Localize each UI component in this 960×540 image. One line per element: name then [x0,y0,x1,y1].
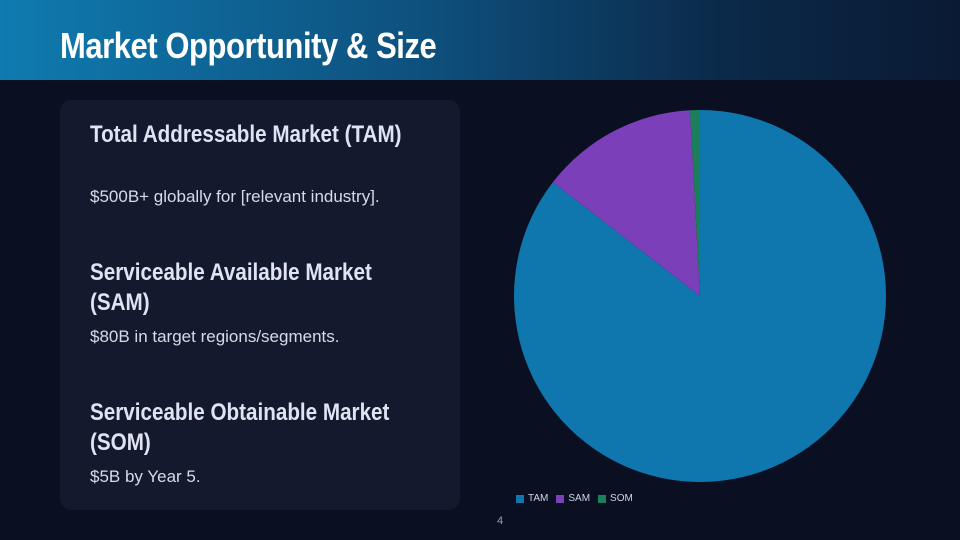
tam-section: Total Addressable Market (TAM) $500B+ gl… [90,120,430,208]
legend-label-tam: TAM [528,493,549,504]
legend-swatch-som [598,494,607,503]
legend-item-som: SOM [598,493,633,504]
legend-swatch-sam [556,494,565,503]
page-number: 4 [496,515,504,527]
som-heading: Serviceable Obtainable Market (SOM) [90,399,390,456]
slide-header: Market Opportunity & Size [0,0,960,80]
market-pie-chart [514,110,886,482]
legend-item-sam: SAM [556,493,590,504]
legend-label-sam: SAM [568,493,591,504]
legend-swatch-tam [516,494,524,503]
legend-label-som: SOM [610,493,633,504]
sam-text: $80B in target regions/segments. [90,327,340,346]
legend-item-tam: TAM [516,493,548,504]
pie-slice-som [690,110,700,296]
chart-legend: TAM SAM SOM [516,493,633,504]
tam-text: $500B+ globally for [relevant industry]. [90,187,380,206]
som-section: Serviceable Obtainable Market (SOM) $5B … [90,398,430,488]
sam-section: Serviceable Available Market (SAM) $80B … [90,258,430,348]
market-size-card: Total Addressable Market (TAM) $500B+ gl… [60,100,460,510]
page-title: Market Opportunity & Size [60,25,437,66]
som-text: $5B by Year 5. [90,467,201,486]
pie-slice-sam [552,110,700,296]
tam-heading: Total Addressable Market (TAM) [90,121,402,148]
sam-heading: Serviceable Available Market (SAM) [90,259,372,316]
